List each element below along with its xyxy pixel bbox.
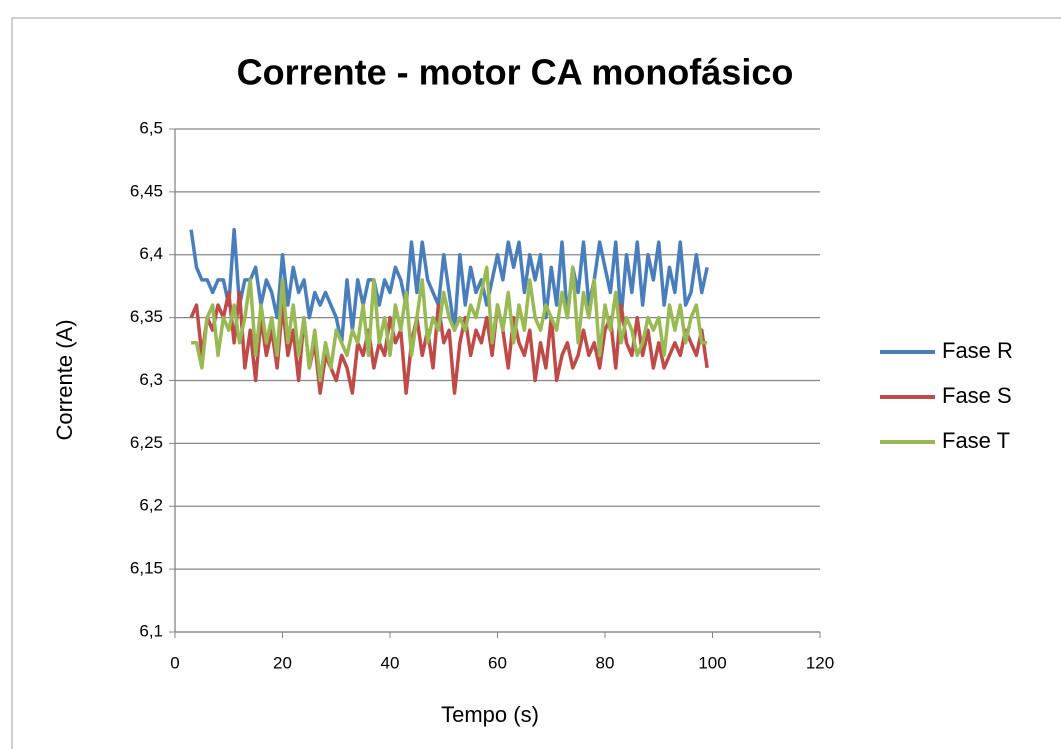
chart-frame (11, 17, 1061, 749)
y-tick-label: 6,1 (139, 621, 163, 640)
legend-label: Fase R (942, 338, 1013, 363)
x-tick-label: 120 (806, 653, 834, 672)
y-axis-label: Corrente (A) (52, 319, 77, 440)
x-tick-label: 100 (698, 653, 726, 672)
y-tick-label: 6,4 (139, 244, 163, 263)
x-tick-label: 80 (596, 653, 615, 672)
x-tick-label: 20 (273, 653, 292, 672)
y-tick-label: 6,35 (130, 307, 163, 326)
series-line (189, 290, 709, 395)
x-tick-label: 60 (488, 653, 507, 672)
y-tick-label: 6,25 (130, 433, 163, 452)
y-tick-label: 6,15 (130, 559, 163, 578)
x-tick-label: 0 (170, 653, 179, 672)
legend-label: Fase S (942, 383, 1012, 408)
x-tick-label: 40 (381, 653, 400, 672)
y-tick-label: 6,3 (139, 370, 163, 389)
y-tick-label: 6,2 (139, 496, 163, 515)
y-tick-label: 6,5 (139, 118, 163, 137)
chart-title: Corrente - motor CA monofásico (237, 52, 794, 93)
series-line (191, 265, 708, 383)
y-tick-label: 6,45 (130, 181, 163, 200)
x-axis-label: Tempo (s) (441, 702, 539, 727)
legend-label: Fase T (942, 428, 1010, 453)
